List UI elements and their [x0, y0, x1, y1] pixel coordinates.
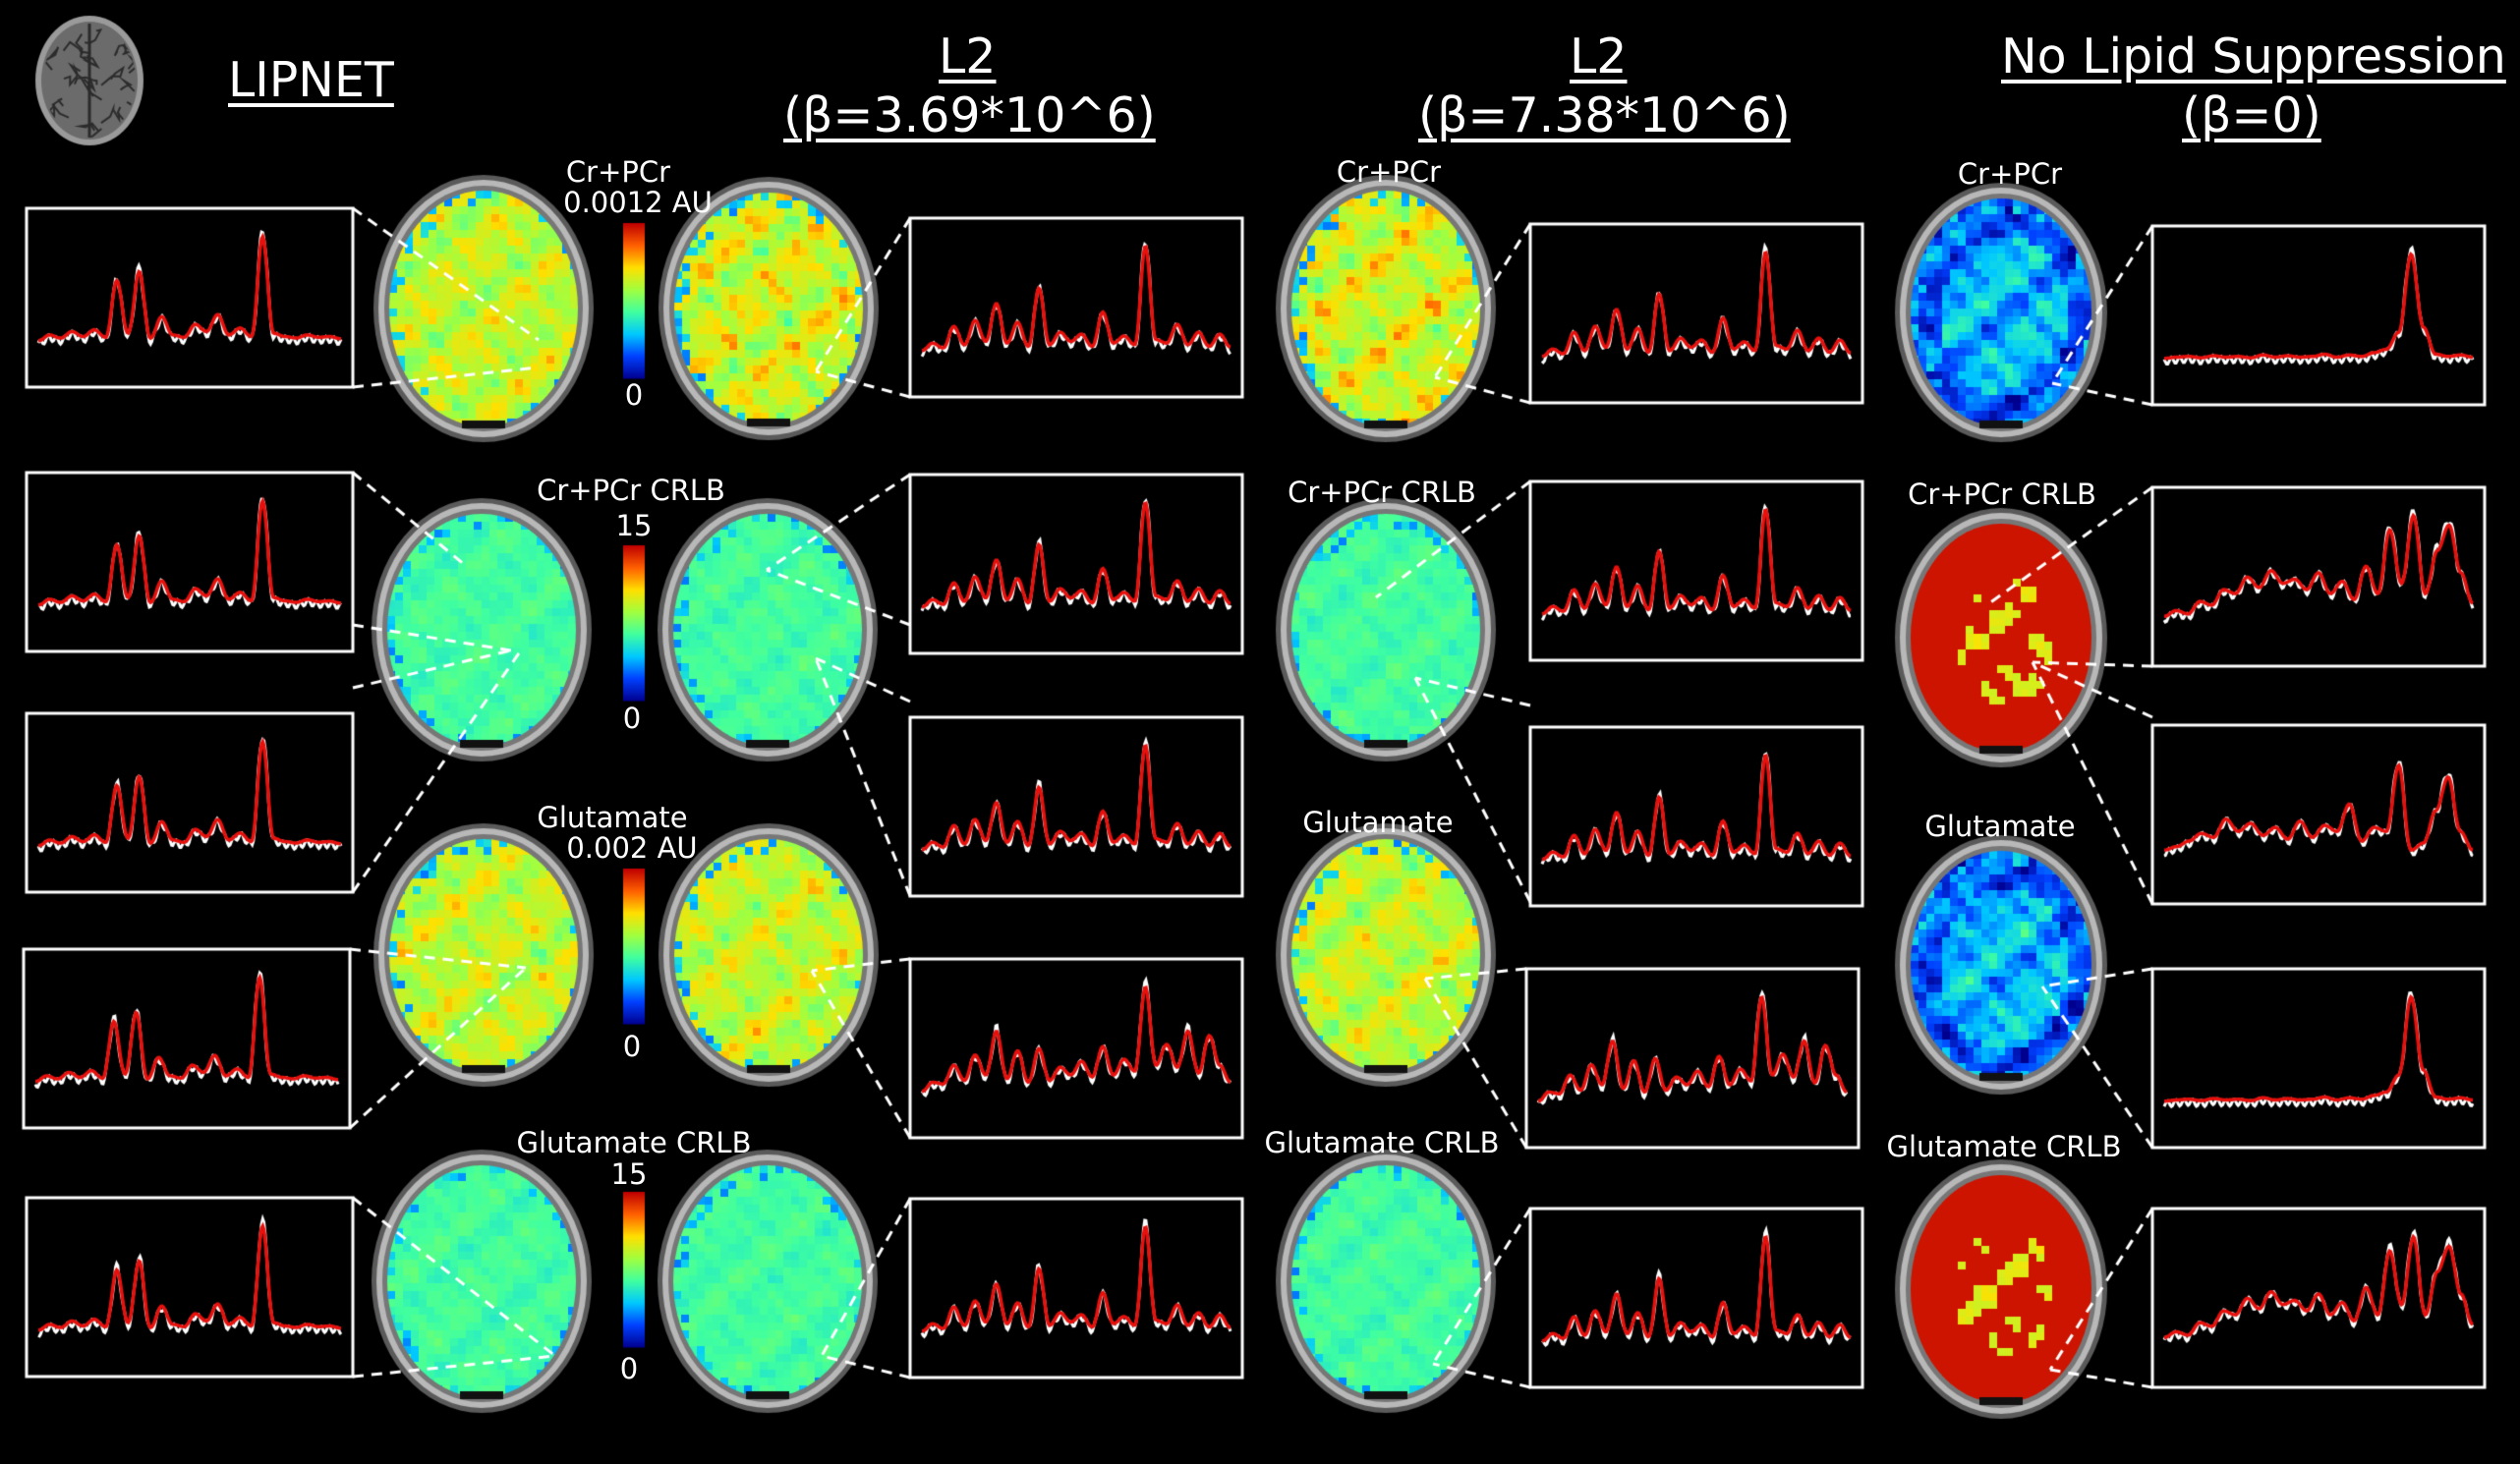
figure-canvas: [0, 0, 2520, 1464]
